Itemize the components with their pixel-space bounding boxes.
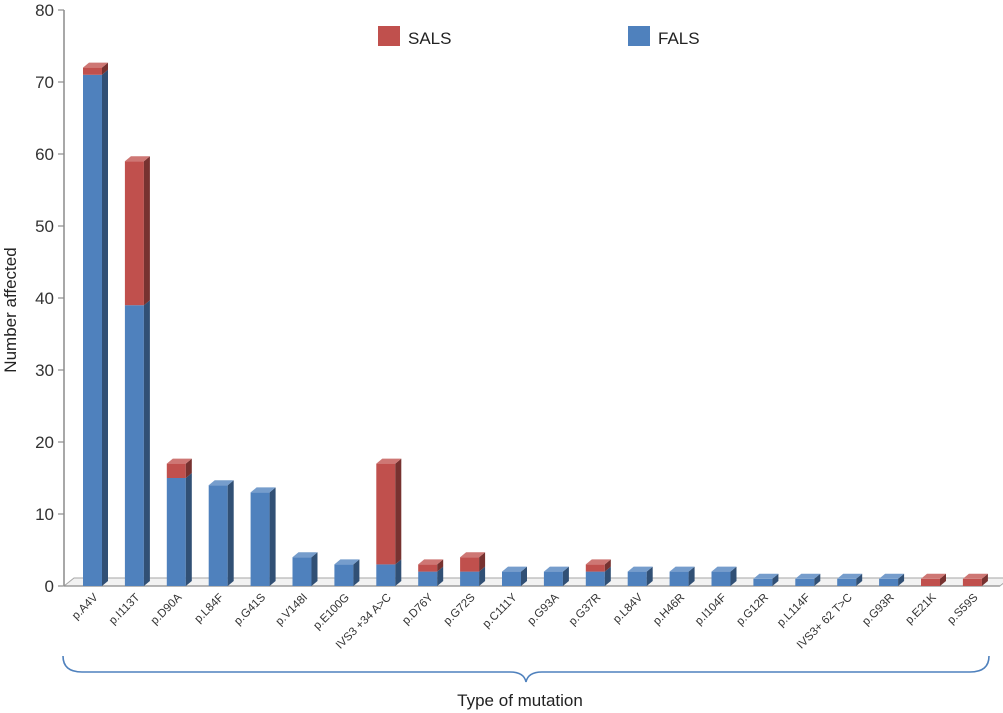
bar-fals-17 bbox=[795, 573, 821, 586]
bar-sals-20 bbox=[921, 573, 946, 586]
bar-fals-18 bbox=[837, 573, 863, 586]
legend-swatch-fals bbox=[628, 26, 650, 46]
y-tick-label: 40 bbox=[35, 289, 54, 308]
x-tick-label: p.H46R bbox=[651, 592, 687, 628]
x-tick-label: p.I113T bbox=[107, 592, 142, 627]
x-tick-label: p.E100G bbox=[311, 592, 352, 633]
bar-fals-5 bbox=[292, 552, 318, 586]
y-tick-label: 10 bbox=[35, 505, 54, 524]
bar-fals-14 bbox=[669, 566, 695, 586]
x-tick-label: p.D76Y bbox=[400, 591, 436, 627]
bar-fals-16 bbox=[753, 573, 779, 586]
x-tick-label: p.E21K bbox=[903, 591, 938, 626]
bar-fals-4 bbox=[250, 487, 276, 586]
bracket-line bbox=[62, 655, 990, 683]
bar-sals-12 bbox=[585, 559, 611, 572]
legend-label-fals: FALS bbox=[658, 29, 700, 48]
bar-fals-9 bbox=[460, 566, 486, 586]
bar-fals-6 bbox=[334, 559, 360, 586]
bar-fals-0 bbox=[83, 69, 108, 587]
bar-sals-9 bbox=[460, 552, 486, 572]
y-axis: 0 10 20 30 40 50 60 70 80 bbox=[35, 1, 65, 596]
bar-fals-7 bbox=[376, 559, 402, 586]
bar-fals-15 bbox=[711, 566, 737, 586]
category-bracket bbox=[62, 655, 990, 683]
y-axis-title: Number affected bbox=[1, 247, 20, 372]
y-tick-label: 80 bbox=[35, 1, 54, 20]
bar-sals-7 bbox=[376, 458, 402, 565]
y-tick-label: 50 bbox=[35, 217, 54, 236]
x-tick-label: p.A4V bbox=[70, 591, 101, 622]
legend-label-sals: SALS bbox=[408, 29, 451, 48]
legend-swatch-sals bbox=[378, 26, 400, 46]
y-tick-label: 60 bbox=[35, 145, 54, 164]
bar-fals-8 bbox=[418, 566, 444, 586]
bar-fals-1 bbox=[124, 300, 150, 586]
x-tick-label: p.G93A bbox=[525, 591, 561, 627]
y-tick-label: 70 bbox=[35, 73, 54, 92]
bar-fals-19 bbox=[879, 573, 905, 586]
bar-sals-1 bbox=[124, 156, 150, 306]
x-tick-label: p.I104F bbox=[693, 592, 729, 628]
x-tick-label: p.G37R bbox=[567, 592, 604, 629]
x-tick-label: p.S59S bbox=[945, 591, 980, 626]
x-tick-label: p.V148I bbox=[274, 592, 311, 629]
bar-fals-2 bbox=[166, 473, 192, 586]
bar-sals-21 bbox=[962, 573, 988, 586]
bar-fals-3 bbox=[208, 480, 234, 586]
bar-fals-13 bbox=[627, 566, 653, 586]
bar-sals-2 bbox=[166, 458, 192, 478]
x-tick-label: p.G41S bbox=[232, 591, 268, 627]
y-tick-label: 20 bbox=[35, 433, 54, 452]
bars bbox=[83, 62, 988, 587]
legend: SALS FALS bbox=[378, 26, 700, 48]
bar-fals-10 bbox=[502, 566, 527, 586]
y-tick-label: 30 bbox=[35, 361, 54, 380]
bar-sals-0 bbox=[83, 62, 108, 75]
bar-fals-11 bbox=[543, 566, 569, 586]
x-tick-label: p.C111Y bbox=[481, 591, 520, 630]
x-axis-title: Type of mutation bbox=[457, 691, 583, 710]
x-tick-label: p.G12R bbox=[735, 592, 772, 629]
bar-fals-12 bbox=[585, 566, 611, 586]
x-tick-label: p.G72S bbox=[442, 591, 478, 627]
x-axis-labels: p.A4V p.I113T p.D90A p.L84F p.G41S p.V148I p.E… bbox=[70, 591, 981, 651]
x-tick-label: p.G93R bbox=[860, 592, 897, 629]
x-tick-label: p.L84F bbox=[193, 592, 227, 626]
x-tick-label: p.L84V bbox=[611, 591, 645, 625]
x-tick-label: p.L114F bbox=[775, 592, 813, 630]
y-tick-label: 0 bbox=[45, 577, 54, 596]
bar-sals-8 bbox=[418, 559, 444, 572]
x-tick-label: p.D90A bbox=[149, 591, 185, 627]
